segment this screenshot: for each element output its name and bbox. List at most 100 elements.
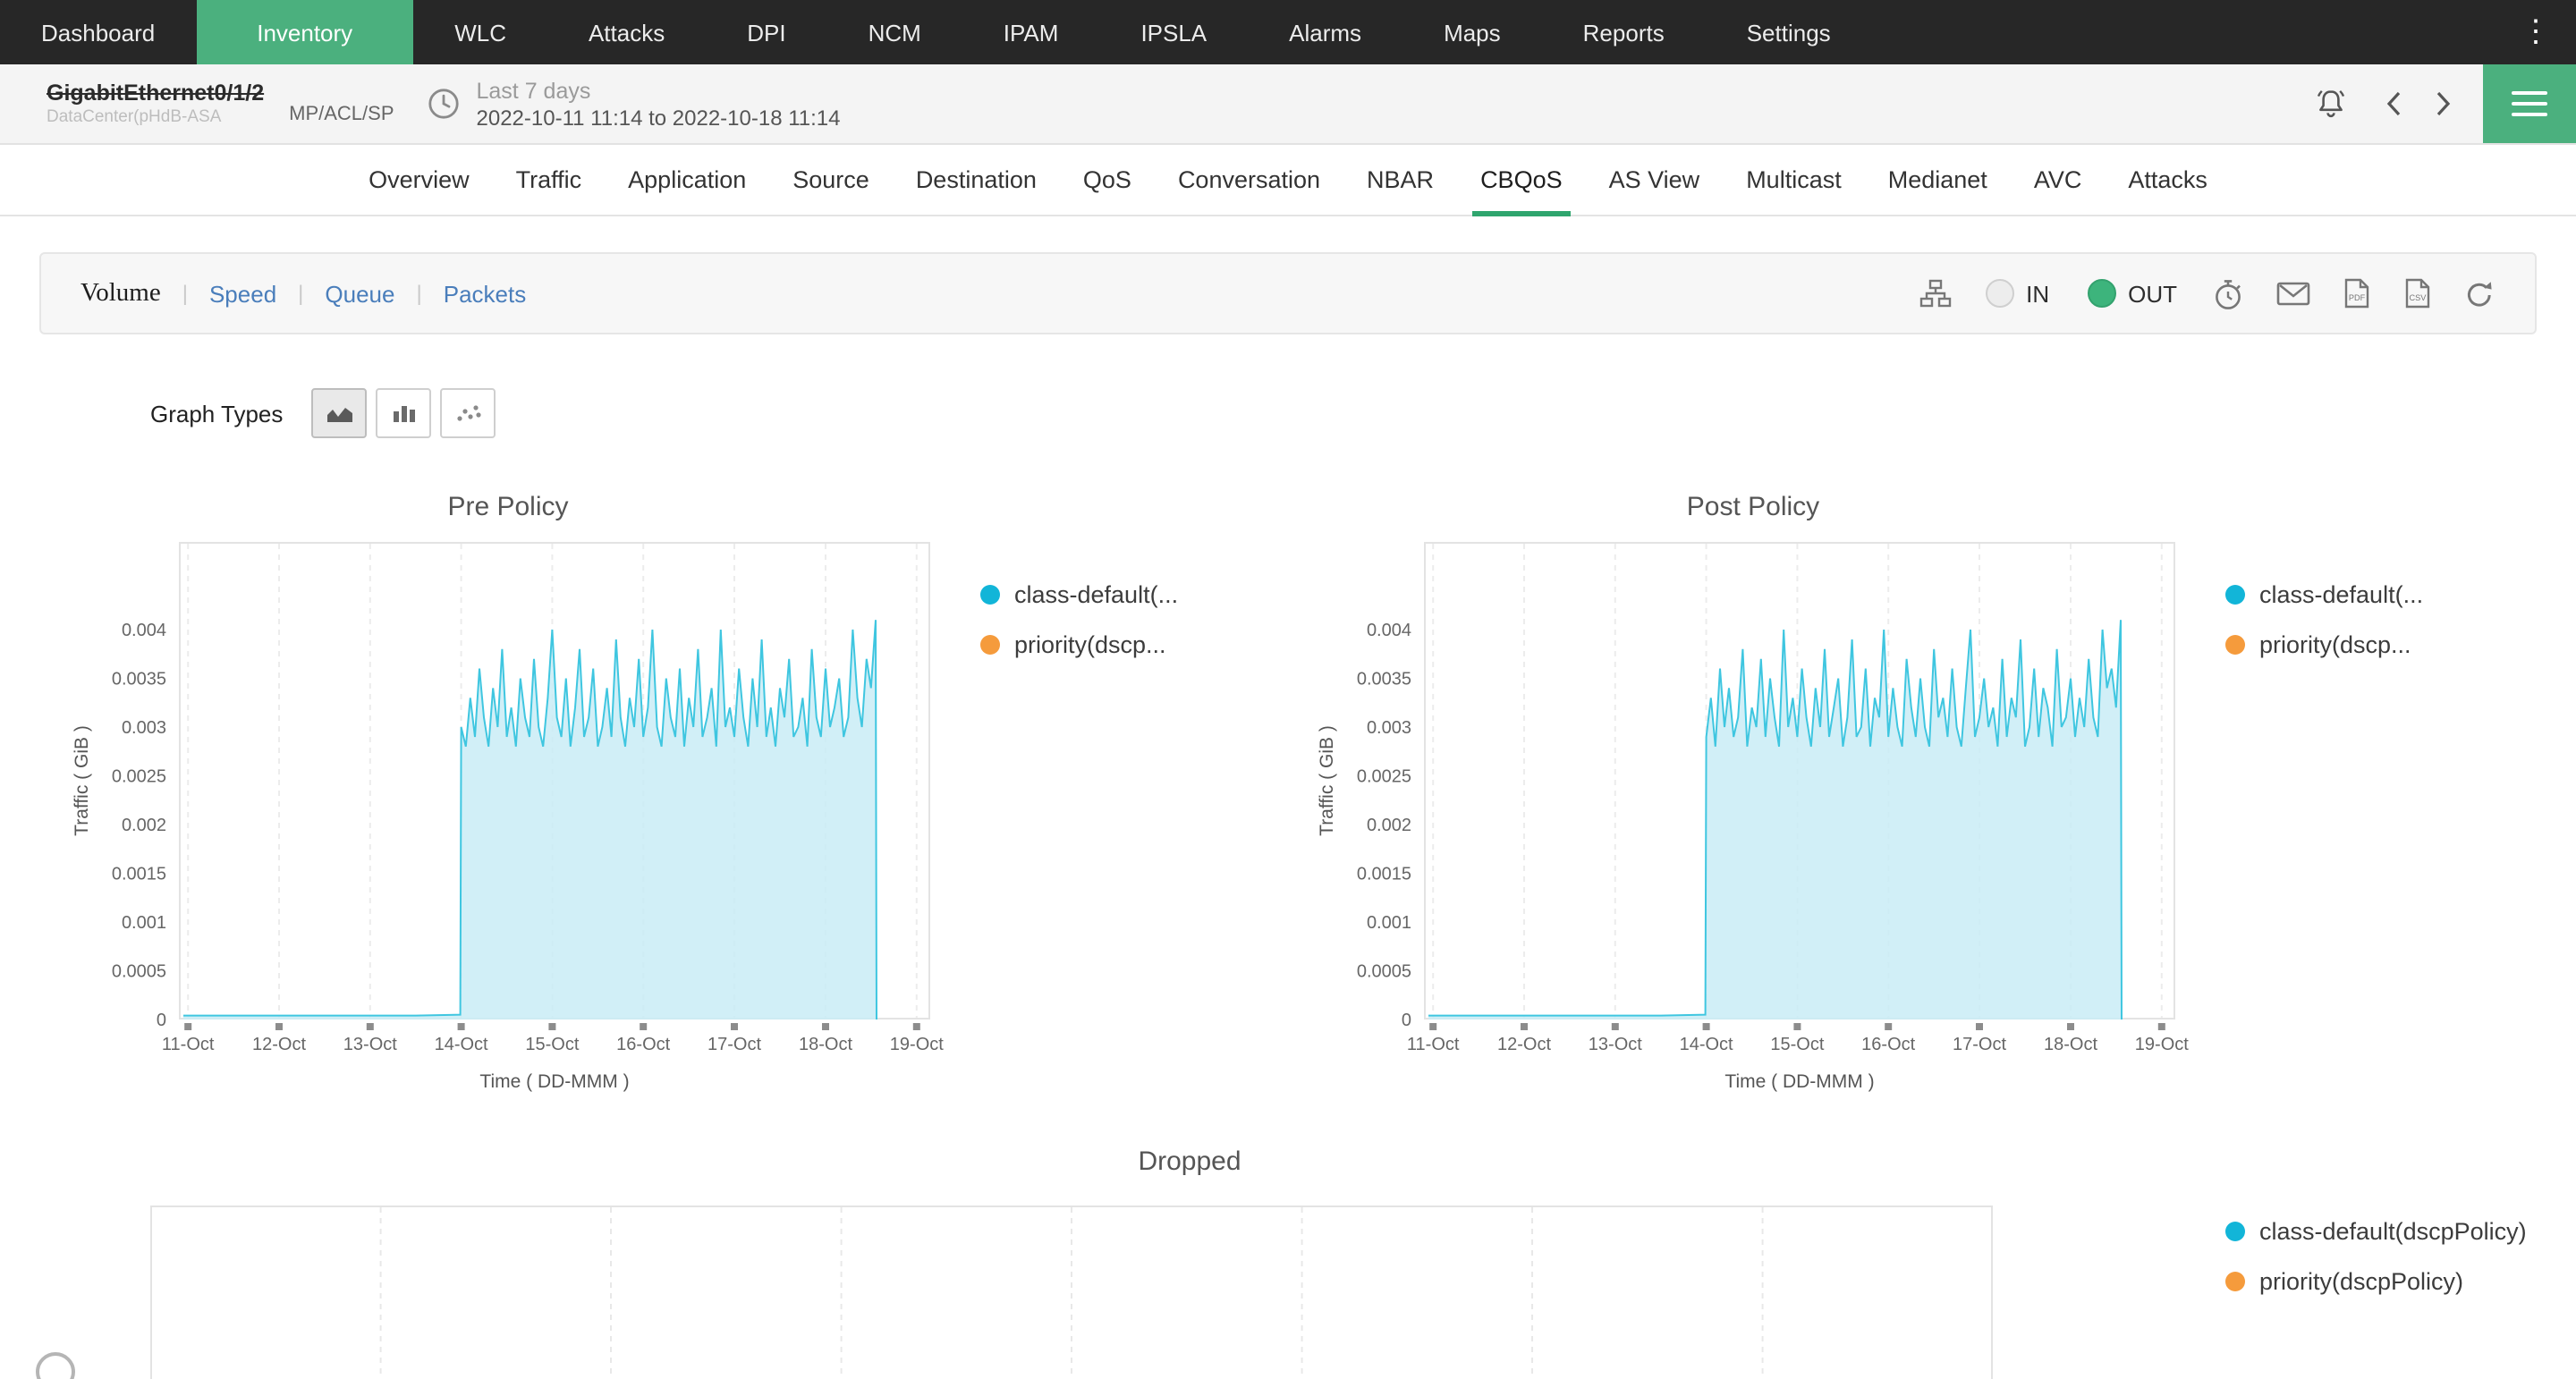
metric-links: Volume | Speed | Queue | Packets xyxy=(80,278,526,309)
export-pdf-icon[interactable]: PDF xyxy=(2342,277,2372,309)
tab-attacks[interactable]: Attacks xyxy=(2128,166,2207,193)
metric-link-queue[interactable]: Queue xyxy=(325,280,395,307)
nav-item-inventory[interactable]: Inventory xyxy=(196,0,414,64)
nav-item-dpi[interactable]: DPI xyxy=(747,19,786,46)
svg-text:14-Oct: 14-Oct xyxy=(1680,1035,1733,1054)
time-period-range: 2022-10-11 11:14 to 2022-10-18 11:14 xyxy=(476,105,841,130)
post-policy-chart-block: Post Policy 11-Oct 12-Oct 13-Oct 14-Oct 15-O… xyxy=(1309,492,2501,1100)
nav-item-dashboard[interactable]: Dashboard xyxy=(41,19,156,46)
svg-text:0: 0 xyxy=(157,1011,166,1030)
scatter-chart-icon xyxy=(456,405,481,421)
legend-label: class-default(... xyxy=(2259,581,2424,608)
nav-item-ipsla[interactable]: IPSLA xyxy=(1140,19,1208,46)
tab-overview[interactable]: Overview xyxy=(369,166,470,193)
tab-source[interactable]: Source xyxy=(792,166,869,193)
nav-item-reports[interactable]: Reports xyxy=(1582,19,1665,46)
graph-type-scatter-button[interactable] xyxy=(440,388,496,438)
nav-item-settings[interactable]: Settings xyxy=(1746,19,1831,46)
loader-circle-icon xyxy=(36,1352,75,1379)
policy-charts-row: Pre Policy 11-Oct 12-Oct 13-Oct 14-Oct 15-Oc… xyxy=(64,492,2576,1100)
email-icon[interactable] xyxy=(2275,279,2311,308)
tab-as-view[interactable]: AS View xyxy=(1608,166,1700,193)
nav-item-alarms[interactable]: Alarms xyxy=(1289,19,1362,46)
time-period[interactable]: Last 7 days 2022-10-11 11:14 to 2022-10-… xyxy=(477,78,841,130)
stopwatch-icon[interactable] xyxy=(2211,276,2245,310)
graph-types-label: Graph Types xyxy=(150,400,284,427)
direction-out-radio[interactable] xyxy=(2087,279,2116,308)
svg-text:0.004: 0.004 xyxy=(1367,621,1411,640)
nav-item-attacks[interactable]: Attacks xyxy=(588,19,665,46)
export-csv-icon[interactable]: CSV xyxy=(2402,277,2433,309)
nav-item-maps[interactable]: Maps xyxy=(1444,19,1501,46)
top-nav: Dashboard Inventory WLC Attacks DPI NCM IPAM IP… xyxy=(0,0,2576,64)
legend-label: priority(dscpPolicy) xyxy=(2259,1268,2464,1295)
svg-text:19-Oct: 19-Oct xyxy=(890,1035,944,1054)
svg-text:PDF: PDF xyxy=(2349,293,2366,302)
svg-text:0.0025: 0.0025 xyxy=(112,767,166,787)
legend-dot xyxy=(980,585,1000,605)
svg-text:13-Oct: 13-Oct xyxy=(343,1035,397,1054)
dropped-chart xyxy=(150,1206,1993,1379)
legend-item-priority-dscppolicy[interactable]: priority(dscpPolicy) xyxy=(2225,1268,2565,1295)
pre-policy-legend: class-default(... priority(dscp... xyxy=(980,581,1249,1100)
legend-label: priority(dscp... xyxy=(1014,631,1166,658)
tab-nbar[interactable]: NBAR xyxy=(1367,166,1435,193)
svg-text:0.002: 0.002 xyxy=(1367,816,1411,835)
graph-type-area-button[interactable] xyxy=(311,388,368,438)
svg-text:Traffic ( GiB ): Traffic ( GiB ) xyxy=(1317,725,1337,836)
alarm-bell-icon[interactable] xyxy=(2293,64,2368,143)
interface-name: GigabitEthernet0/1/2 xyxy=(47,80,265,106)
tab-cbqos[interactable]: CBQoS xyxy=(1457,145,1586,216)
pre-policy-chart: 11-Oct 12-Oct 13-Oct 14-Oct 15-Oct 16-Oct 17-O… xyxy=(72,542,944,1092)
clock-icon xyxy=(427,86,462,122)
legend-item-class-default-dscppolicy[interactable]: class-default(dscpPolicy) xyxy=(2225,1218,2565,1245)
nav-item-wlc[interactable]: WLC xyxy=(454,19,506,46)
tab-traffic[interactable]: Traffic xyxy=(515,166,582,193)
direction-in-label: IN xyxy=(2026,280,2050,307)
legend-item-class-default-dscppolicy[interactable]: class-default(... xyxy=(2225,581,2494,608)
interface-subtitle: DataCenter(pHdB-ASA xyxy=(47,107,222,127)
metric-link-speed[interactable]: Speed xyxy=(208,280,277,307)
legend-item-class-default-dscppolicy[interactable]: class-default(... xyxy=(980,581,1249,608)
metric-separator: | xyxy=(298,281,304,306)
refresh-icon[interactable] xyxy=(2463,277,2496,309)
legend-dot xyxy=(2225,635,2245,655)
legend-item-priority-dscppolicy[interactable]: priority(dscp... xyxy=(2225,631,2494,658)
tab-medianet[interactable]: Medianet xyxy=(1887,166,1987,193)
svg-text:Time ( DD-MMM ): Time ( DD-MMM ) xyxy=(479,1071,629,1092)
svg-text:18-Oct: 18-Oct xyxy=(2044,1035,2097,1054)
chevron-left-icon[interactable] xyxy=(2368,64,2419,143)
tab-destination[interactable]: Destination xyxy=(915,166,1037,193)
legend-label: class-default(... xyxy=(1014,581,1179,608)
metric-separator: | xyxy=(182,281,188,306)
direction-toggle-out: OUT xyxy=(2087,279,2177,308)
svg-text:16-Oct: 16-Oct xyxy=(616,1035,670,1054)
nav-item-ipam[interactable]: IPAM xyxy=(1003,19,1059,46)
svg-text:14-Oct: 14-Oct xyxy=(435,1035,488,1054)
tab-conversation[interactable]: Conversation xyxy=(1177,166,1321,193)
graph-type-buttons xyxy=(311,388,496,438)
metric-link-packets[interactable]: Packets xyxy=(443,280,527,307)
metric-link-volume[interactable]: Volume xyxy=(80,278,161,307)
tab-application[interactable]: Application xyxy=(628,166,747,193)
tab-multicast[interactable]: Multicast xyxy=(1746,166,1842,193)
bar-chart-icon xyxy=(393,406,415,422)
tab-qos[interactable]: QoS xyxy=(1082,166,1131,193)
svg-text:16-Oct: 16-Oct xyxy=(1861,1035,1915,1054)
sitemap-icon[interactable] xyxy=(1919,279,1951,308)
svg-text:0.002: 0.002 xyxy=(122,816,166,835)
dropped-chart-title: Dropped xyxy=(1138,1146,1241,1177)
svg-text:0.0005: 0.0005 xyxy=(112,962,166,982)
hamburger-menu-button[interactable] xyxy=(2483,64,2576,143)
dropped-chart-section: Dropped class-default(dscpPolicy) priorit… xyxy=(0,1146,2576,1379)
chevron-right-icon[interactable] xyxy=(2419,64,2469,143)
direction-out-label: OUT xyxy=(2128,280,2177,307)
legend-item-priority-dscppolicy[interactable]: priority(dscp... xyxy=(980,631,1249,658)
kebab-menu-icon[interactable]: ⋮ xyxy=(2521,14,2551,48)
pre-policy-chart-title: Pre Policy xyxy=(447,492,569,522)
svg-text:12-Oct: 12-Oct xyxy=(252,1035,306,1054)
graph-type-bar-button[interactable] xyxy=(376,388,432,438)
direction-in-radio[interactable] xyxy=(1985,279,2014,308)
nav-item-ncm[interactable]: NCM xyxy=(868,19,921,46)
tab-avc[interactable]: AVC xyxy=(2033,166,2082,193)
